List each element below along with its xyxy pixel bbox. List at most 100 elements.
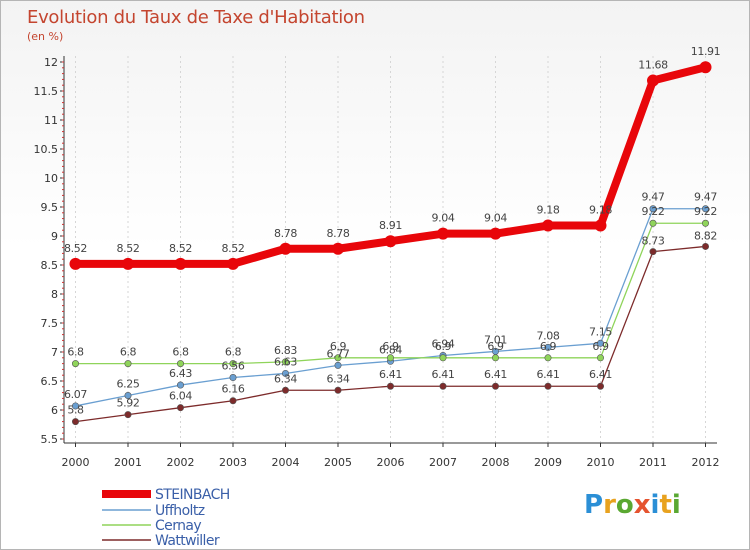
data-point	[229, 397, 237, 405]
data-label: 6.56	[222, 360, 245, 373]
data-label: 6.34	[274, 372, 297, 385]
data-label: 8.52	[64, 242, 87, 255]
logo-letter: r	[603, 490, 616, 520]
data-label: 6.9	[540, 340, 557, 353]
data-point	[227, 257, 239, 270]
data-label: 6.41	[589, 368, 612, 381]
data-label: 6.63	[274, 355, 297, 368]
proxiti-logo: Proxiti	[584, 490, 681, 520]
data-label: 6.25	[117, 378, 140, 391]
y-tick-label: 10	[44, 172, 58, 185]
x-tick-label: 2011	[639, 456, 667, 469]
data-point	[124, 411, 132, 419]
x-tick-label: 2004	[272, 456, 300, 469]
data-label: 6.16	[222, 383, 245, 396]
logo-letter: o	[615, 490, 634, 520]
chart-title: Evolution du Taux de Taxe d'Habitation	[27, 7, 365, 28]
data-point	[334, 354, 342, 362]
logo-letter: x	[633, 490, 651, 520]
data-label: 8.73	[642, 235, 665, 248]
data-point	[596, 354, 604, 362]
data-point	[124, 391, 132, 399]
data-label: 6.8	[120, 346, 137, 359]
data-point	[72, 402, 80, 410]
data-point	[281, 358, 289, 366]
data-label: 6.8	[172, 346, 189, 359]
logo-letter: i	[671, 490, 681, 520]
logo-letter: i	[650, 490, 660, 520]
x-tick-label: 2005	[324, 456, 352, 469]
x-tick-label: 2012	[692, 456, 720, 469]
data-label: 8.52	[169, 242, 192, 255]
x-tick-label: 2008	[482, 456, 510, 469]
data-point	[701, 205, 709, 213]
data-label: 9.18	[537, 204, 560, 217]
data-point	[489, 227, 502, 240]
data-point	[229, 360, 237, 368]
data-point	[491, 382, 499, 390]
data-point	[701, 219, 709, 227]
data-point	[647, 74, 659, 87]
data-label: 8.91	[379, 219, 402, 232]
data-label: 9.22	[642, 205, 665, 218]
x-tick-label: 2009	[534, 456, 562, 469]
data-label: 6.34	[327, 372, 350, 385]
data-label: 6.41	[432, 368, 455, 381]
data-point	[699, 61, 712, 74]
y-tick-label: 12	[44, 56, 58, 69]
data-label: 8.52	[222, 242, 245, 255]
data-point	[544, 382, 552, 390]
x-tick-label: 2003	[219, 456, 247, 469]
y-tick-label: 9.5	[41, 201, 59, 214]
data-label: 8.78	[327, 227, 350, 240]
data-label: 9.04	[484, 212, 507, 225]
x-tick-label: 2002	[167, 456, 195, 469]
data-label: 7.15	[589, 325, 612, 338]
data-label: 6.9	[435, 340, 452, 353]
data-point	[177, 404, 185, 412]
data-label: 6.41	[484, 368, 507, 381]
data-label: 6.9	[592, 340, 609, 353]
legend-label: Cernay	[155, 518, 201, 534]
logo-letter: t	[659, 490, 672, 520]
data-label: 6.41	[537, 368, 560, 381]
y-tick-label: 7	[51, 346, 58, 359]
data-label: 6.8	[67, 346, 84, 359]
data-label: 6.83	[274, 344, 297, 357]
data-label: 7.08	[537, 329, 560, 342]
data-label: 6.8	[225, 346, 242, 359]
data-point	[177, 360, 185, 368]
data-point	[332, 242, 344, 255]
data-point	[72, 418, 80, 426]
data-label: 9.47	[694, 191, 717, 204]
data-label: 8.52	[117, 242, 140, 255]
x-tick-label: 2007	[429, 456, 457, 469]
data-point	[334, 361, 342, 369]
y-tick-label: 11.5	[34, 85, 59, 98]
y-tick-label: 6.5	[41, 375, 59, 388]
y-tick-label: 11	[44, 114, 58, 127]
data-label: 9.22	[694, 205, 717, 218]
legend-label: STEINBACH	[155, 487, 230, 503]
data-label: 8.78	[274, 227, 297, 240]
data-point	[334, 386, 342, 394]
data-label: 9.04	[432, 212, 455, 225]
y-tick-label: 7.5	[41, 317, 59, 330]
data-label: 6.43	[169, 367, 192, 380]
data-label: 6.41	[379, 368, 402, 381]
data-point	[542, 219, 554, 232]
x-tick-label: 2006	[377, 456, 405, 469]
data-point	[177, 381, 185, 389]
data-label: 6.94	[432, 337, 455, 350]
data-point	[279, 242, 292, 255]
data-label: 11.68	[638, 59, 668, 72]
data-point	[281, 386, 289, 394]
data-point	[281, 369, 289, 377]
data-point	[544, 354, 552, 362]
y-tick-label: 10.5	[34, 143, 59, 156]
data-point	[72, 360, 80, 368]
data-point	[596, 382, 604, 390]
data-label: 6.04	[169, 390, 192, 403]
data-label: 6.07	[64, 388, 87, 401]
